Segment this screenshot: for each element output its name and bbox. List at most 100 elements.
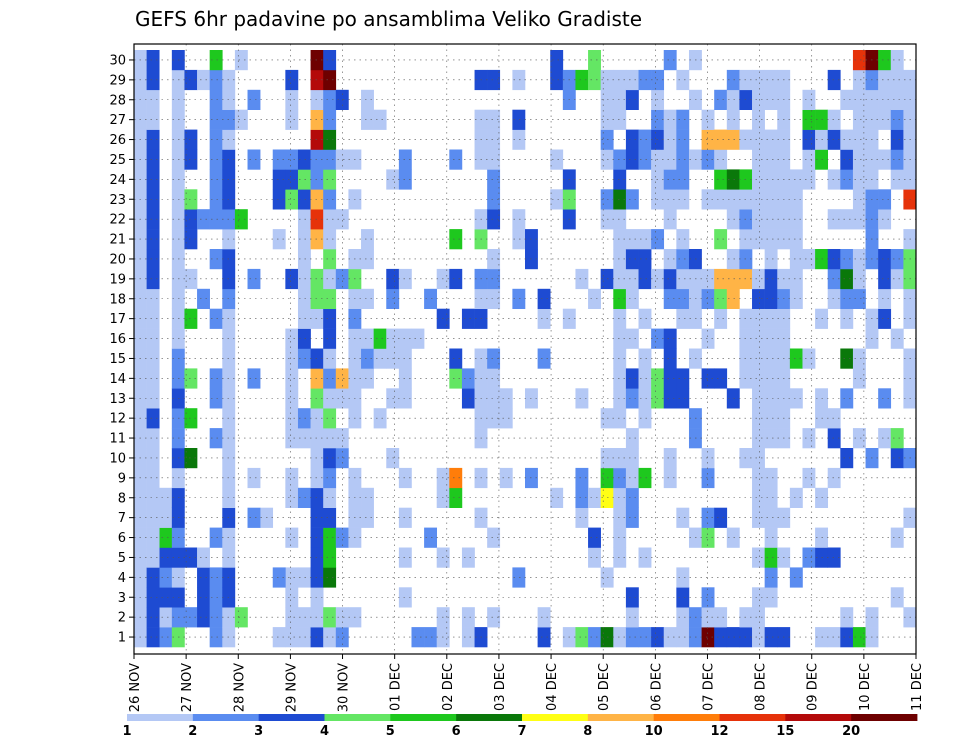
heatmap-cell — [827, 428, 841, 449]
heatmap-cell — [146, 487, 160, 508]
y-tick-label: 22 — [109, 213, 126, 228]
heatmap-cell — [487, 109, 501, 130]
heatmap-cell — [852, 209, 866, 230]
heatmap-cell — [726, 109, 740, 130]
heatmap-cell — [285, 89, 299, 110]
heatmap-cell — [663, 249, 677, 270]
heatmap-cell — [676, 507, 690, 528]
colorbar: 1 2 3 4 5 6 7 8 10 12 15 20 — [122, 714, 918, 739]
heatmap-cell — [197, 607, 210, 628]
heatmap-cell — [297, 428, 311, 449]
heatmap-cell — [638, 69, 652, 91]
heatmap-cell — [310, 209, 324, 230]
heatmap-cell — [676, 169, 690, 190]
heatmap-cell — [234, 209, 248, 230]
heatmap-cell — [323, 368, 337, 389]
heatmap-cell — [159, 507, 173, 528]
heatmap-cell — [575, 467, 589, 489]
heatmap-cell — [461, 308, 475, 329]
heatmap-cell — [398, 368, 412, 389]
heatmap-cell — [764, 209, 778, 230]
heatmap-cell — [487, 388, 501, 409]
heatmap-cell — [323, 50, 337, 71]
heatmap-cell — [840, 169, 854, 190]
heatmap-cell — [638, 249, 652, 270]
heatmap-cell — [424, 527, 438, 548]
grid-lines — [134, 44, 916, 654]
heatmap-cell — [499, 388, 513, 409]
heatmap-cell — [852, 268, 866, 290]
heatmap-cell — [878, 428, 892, 449]
heatmap-cell — [310, 69, 324, 91]
heatmap-cell — [852, 627, 866, 648]
heatmap-cell — [146, 607, 160, 628]
heatmap-cell — [184, 189, 198, 210]
heatmap-cell — [512, 109, 526, 130]
heatmap-cell — [663, 627, 677, 648]
heatmap-cell — [159, 487, 173, 508]
heatmap-cell — [752, 328, 765, 349]
x-tick-label: 09 DEC — [806, 663, 821, 711]
heatmap-cell — [184, 308, 198, 329]
colorbar-swatch — [324, 714, 391, 721]
heatmap-cell — [373, 328, 387, 349]
y-tick-label: 11 — [109, 432, 126, 447]
heatmap-cell — [890, 69, 904, 91]
heatmap-cell — [752, 229, 765, 250]
heatmap-cell — [701, 627, 715, 648]
heatmap-cell — [752, 348, 765, 369]
heatmap-cell — [701, 328, 715, 349]
heatmap-cell — [890, 268, 904, 290]
heatmap-cell — [512, 129, 526, 150]
heatmap-cell — [537, 308, 551, 329]
colorbar-swatch — [456, 714, 523, 721]
heatmap-cell — [461, 607, 475, 628]
heatmap-cell — [890, 448, 904, 469]
heatmap-cell — [512, 229, 526, 250]
heatmap-cell — [625, 189, 639, 210]
heatmap-cell — [247, 89, 261, 110]
heatmap-cell — [663, 348, 677, 369]
heatmap-cell — [613, 249, 627, 270]
heatmap-cell — [310, 527, 324, 548]
heatmap-cell — [827, 209, 841, 230]
heatmap-cell — [613, 169, 627, 190]
colorbar-tick-label: 4 — [320, 724, 329, 739]
heatmap-cell — [297, 169, 311, 190]
heatmap-cell — [625, 607, 639, 628]
heatmap-cell — [272, 627, 286, 648]
heatmap-cell — [323, 388, 337, 409]
heatmap-cell — [209, 169, 223, 190]
heatmap-cell — [701, 448, 715, 469]
heatmap-cell — [323, 328, 337, 349]
heatmap-cell — [676, 268, 690, 290]
heatmap-cell — [361, 487, 374, 508]
heatmap-cell — [285, 487, 299, 508]
heatmap-cell — [487, 368, 501, 389]
heatmap-cell — [613, 388, 627, 409]
heatmap-cell — [827, 129, 841, 150]
heatmap-cell — [550, 50, 564, 71]
heatmap-cell — [613, 627, 627, 648]
heatmap-cell — [613, 69, 627, 91]
heatmap-cell — [146, 408, 160, 429]
heatmap-cell — [297, 487, 311, 508]
heatmap-cell — [588, 288, 601, 309]
heatmap-cell — [789, 229, 803, 250]
heatmap-cell — [676, 69, 690, 91]
heatmap-cell — [461, 388, 475, 409]
heatmap-cell — [146, 368, 160, 389]
heatmap-cell — [487, 288, 501, 309]
heatmap-cell — [146, 109, 160, 130]
heatmap-cell — [297, 408, 311, 429]
heatmap-cell — [588, 487, 601, 508]
heatmap-cell — [789, 288, 803, 309]
heatmap-cell — [840, 607, 854, 628]
heatmap-cell — [373, 408, 387, 429]
heatmap-cell — [714, 89, 728, 110]
colorbar-tick-label: 12 — [710, 724, 728, 739]
heatmap-cell — [764, 487, 778, 508]
heatmap-cell — [209, 129, 223, 150]
heatmap-cell — [398, 587, 412, 608]
heatmap-cell — [310, 149, 324, 170]
